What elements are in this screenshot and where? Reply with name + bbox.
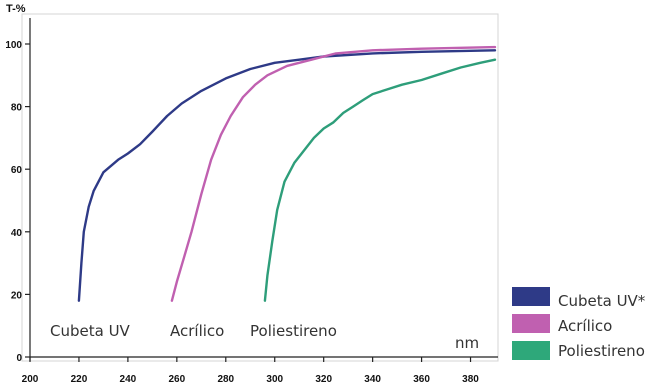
chart-legend: Cubeta UV* Acrílico Poliestireno [512,287,668,362]
curve-annotation-1: Acrílico [170,322,224,340]
x-axis-label: nm [455,334,479,352]
x-tick-label-240: 240 [120,374,137,385]
y-tick-label-40: 40 [11,228,23,239]
x-tick-label-260: 260 [168,374,185,385]
y-tick-label-80: 80 [11,103,23,114]
x-tick-label-360: 360 [413,374,430,385]
x-tick-label-380: 380 [462,374,479,385]
y-axis-label: T-% [6,3,26,15]
plot-area [21,13,499,362]
x-tick-label-340: 340 [364,374,381,385]
x-tick-label-320: 320 [315,374,332,385]
x-tick-label-280: 280 [217,374,234,385]
series-line-2 [263,58,497,302]
x-tick-label-200: 200 [22,374,39,385]
series-line-1 [170,45,497,302]
legend-label-cubeta-uv: Cubeta UV* [558,292,646,310]
legend-swatch-acrilico [512,314,550,333]
x-tick-label-220: 220 [71,374,88,385]
legend-item-cubeta-uv: Cubeta UV* [512,287,668,312]
curve-annotation-2: Poliestireno [250,322,337,340]
x-tick-label-300: 300 [266,374,283,385]
y-tick-label-20: 20 [11,290,23,301]
legend-swatch-poliestireno [512,341,550,360]
legend-label-acrilico: Acrílico [558,317,613,335]
y-tick-label-100: 100 [5,40,22,51]
curve-annotation-0: Cubeta UV [50,322,131,340]
y-tick-label-60: 60 [11,165,23,176]
legend-label-poliestireno: Poliestireno [558,342,645,360]
legend-swatch-cubeta-uv [512,287,550,306]
legend-item-poliestireno: Poliestireno [512,337,668,362]
legend-item-acrilico: Acrílico [512,312,668,337]
y-tick-label-0: 0 [16,353,22,364]
